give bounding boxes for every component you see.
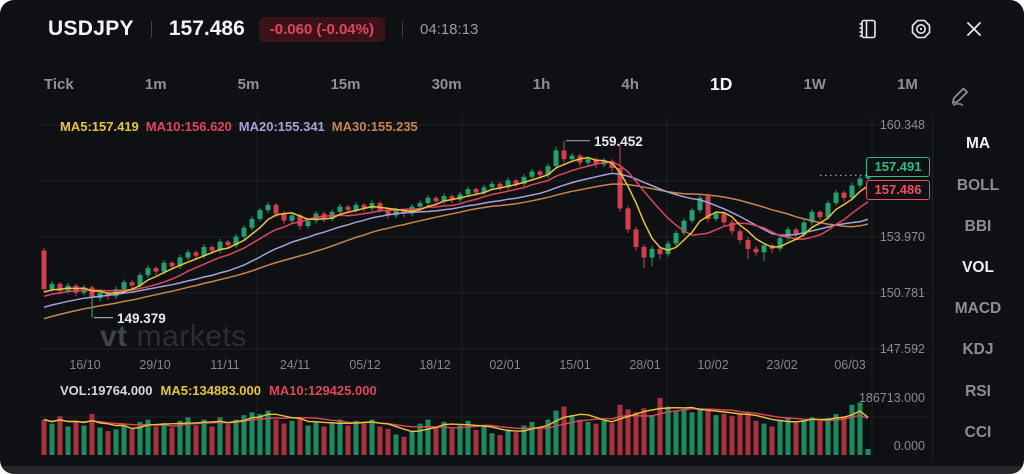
tab-5m[interactable]: 5m <box>237 75 260 93</box>
divider <box>401 20 403 38</box>
vt-markets-watermark: vt markets <box>100 320 247 353</box>
last-price: 157.486 <box>168 17 245 40</box>
price-axis-label: 160.348 <box>879 118 925 132</box>
indicator-cci[interactable]: CCI <box>964 424 992 441</box>
indicator-boll[interactable]: BOLL <box>956 177 1000 194</box>
indicator-ma[interactable]: MA <box>965 135 991 152</box>
date-label: 16/10 <box>69 358 101 372</box>
date-label: 11/11 <box>210 358 240 372</box>
close-icon[interactable] <box>962 17 986 41</box>
date-label: 24/11 <box>279 358 311 372</box>
divider <box>150 20 152 38</box>
tab-1m[interactable]: 1M <box>897 75 918 93</box>
bottom-safe-area <box>0 466 1024 474</box>
date-label: 15/01 <box>559 358 591 372</box>
date-label: 05/12 <box>349 358 381 372</box>
price-change-badge: -0.060 (-0.04%) <box>258 16 385 42</box>
topbar-actions <box>856 0 986 58</box>
price-axis-label: 150.781 <box>879 286 925 300</box>
low-annotation: 149.379 <box>117 311 166 326</box>
date-label: 18/12 <box>419 358 451 372</box>
tab-1h[interactable]: 1h <box>532 75 551 93</box>
indicator-vol[interactable]: VOL <box>962 259 994 276</box>
tab-tick[interactable]: Tick <box>44 75 74 93</box>
date-label: 06/03 <box>834 358 866 372</box>
volume-axis-min: 0.000 <box>893 439 925 453</box>
indicator-kdj[interactable]: KDJ <box>962 341 994 358</box>
tab-4h[interactable]: 4h <box>621 75 639 93</box>
date-label: 02/01 <box>489 358 521 372</box>
date-label: 23/02 <box>766 358 798 372</box>
ask-price-badge: 157.486 <box>866 180 930 200</box>
server-time: 04:18:13 <box>419 20 479 38</box>
symbol-name: USDJPY <box>48 17 134 40</box>
indicator-rsi[interactable]: RSI <box>965 383 991 400</box>
draw-tool-icon[interactable] <box>948 84 972 108</box>
price-axis-label: 147.592 <box>879 342 925 356</box>
tab-1m[interactable]: 1m <box>144 75 167 93</box>
high-annotation: 159.452 <box>594 134 643 149</box>
timeframe-tabs: Tick 1m 5m 15m 30m 1h 4h 1D 1W 1M <box>42 58 920 110</box>
sidebar-divider <box>932 116 933 460</box>
bid-price-badge: 157.491 <box>866 157 930 177</box>
tab-15m[interactable]: 15m <box>330 75 361 93</box>
indicator-macd[interactable]: MACD <box>954 300 1002 317</box>
date-label: 10/02 <box>697 358 729 372</box>
tab-30m[interactable]: 30m <box>431 75 462 93</box>
settings-icon[interactable] <box>909 17 933 41</box>
tab-1w[interactable]: 1W <box>803 75 826 93</box>
indicator-bbi[interactable]: BBI <box>964 218 992 235</box>
volume-axis-max: 186713.000 <box>858 391 925 405</box>
top-bar: USDJPY 157.486 -0.060 (-0.04%) 04:18:13 <box>0 0 1024 58</box>
date-label: 28/01 <box>629 358 661 372</box>
price-axis-label: 153.970 <box>879 230 925 244</box>
date-label: 29/10 <box>139 358 171 372</box>
journal-icon[interactable] <box>856 17 880 41</box>
tab-1d[interactable]: 1D <box>709 73 733 94</box>
